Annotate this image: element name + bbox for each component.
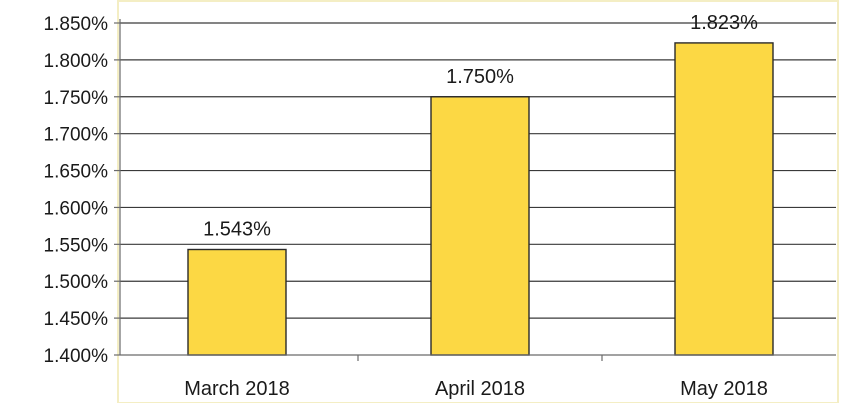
y-tick-label: 1.550% [44, 235, 109, 256]
data-label: 1.543% [203, 218, 271, 240]
data-label: 1.750% [446, 66, 514, 88]
y-tick-label: 1.500% [44, 272, 109, 293]
axes [114, 19, 836, 361]
y-tick-label: 1.750% [44, 88, 109, 109]
x-category-label: March 2018 [184, 378, 290, 400]
y-tick-label: 1.850% [44, 14, 109, 35]
bar-may-2018 [674, 42, 774, 356]
x-category-label: April 2018 [435, 378, 525, 400]
bar-april-2018 [430, 96, 530, 356]
y-tick-label: 1.700% [44, 125, 109, 146]
data-labels: 1.543% 1.750% 1.823% [203, 12, 758, 241]
y-tick-label: 1.400% [44, 346, 109, 367]
data-label: 1.823% [690, 12, 758, 34]
y-tick-label: 1.800% [44, 51, 109, 72]
x-category-labels: March 2018 April 2018 May 2018 [184, 378, 768, 400]
x-category-label: May 2018 [680, 378, 768, 400]
y-tick-label: 1.600% [44, 198, 109, 219]
bar-march-2018 [187, 248, 287, 356]
bars [187, 42, 774, 356]
y-tick-label: 1.650% [44, 162, 109, 183]
y-tick-label: 1.450% [44, 309, 109, 330]
y-tick-labels: 1.400% 1.450% 1.500% 1.550% 1.600% 1.650% 1.70… [44, 14, 109, 367]
